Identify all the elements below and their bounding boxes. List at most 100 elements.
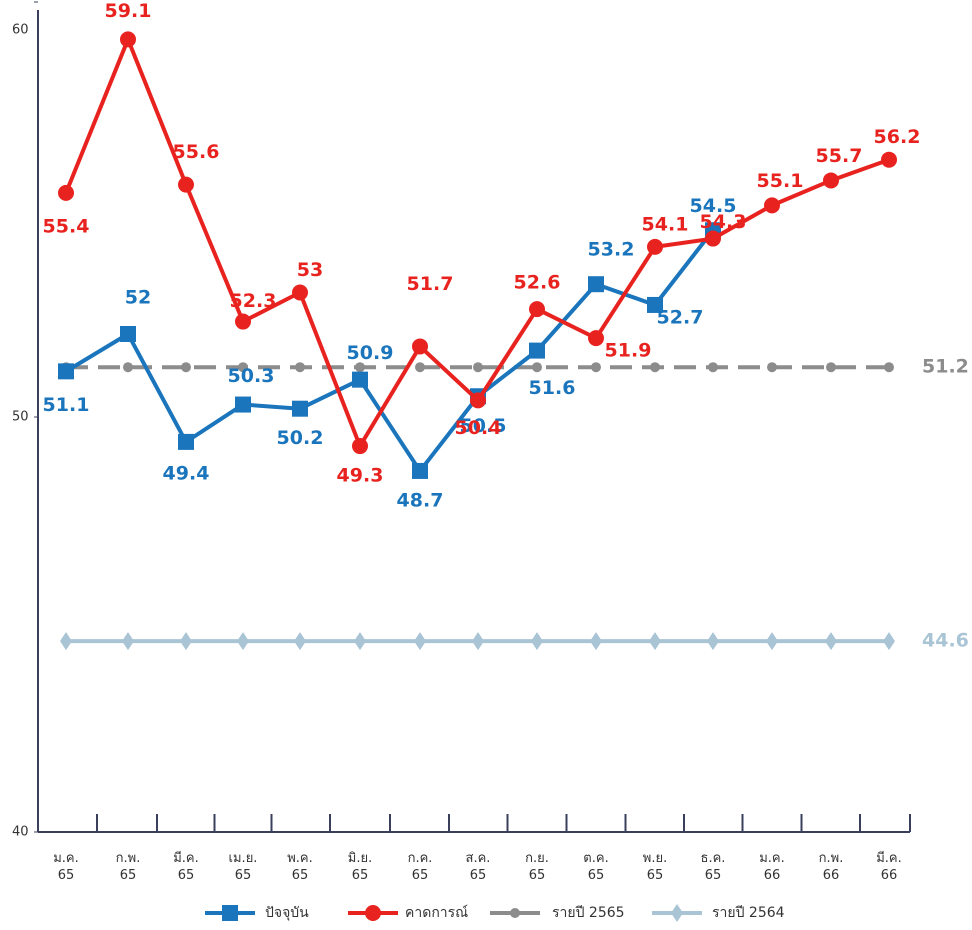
- value-label: 56.2: [874, 126, 921, 148]
- x-tick-label: พ.ย. 65: [642, 851, 668, 883]
- value-label: 54.1: [642, 213, 689, 235]
- marker: [354, 632, 366, 651]
- marker: [120, 326, 136, 342]
- marker: [529, 301, 545, 318]
- marker: [58, 363, 74, 380]
- value-label: 51.7: [407, 273, 454, 295]
- legend-label: รายปี 2565: [552, 905, 625, 921]
- x-tick-label: มี.ค. 65: [173, 851, 199, 883]
- value-label: 51.9: [605, 340, 652, 362]
- marker: [352, 438, 368, 455]
- value-label: 51.2: [922, 356, 969, 378]
- x-tick-label: ก.ค. 65: [407, 851, 433, 883]
- x-tick-label: ส.ค. 65: [465, 851, 491, 883]
- marker: [764, 197, 780, 214]
- value-label: 52.6: [514, 272, 561, 294]
- marker: [60, 632, 72, 651]
- value-label: 55.6: [173, 141, 220, 163]
- value-label: 51.6: [529, 377, 576, 399]
- y-tick-label: 60: [12, 23, 29, 38]
- x-tick-label: ต.ค. 65: [583, 851, 609, 883]
- marker: [881, 151, 897, 168]
- value-label: 53: [297, 259, 323, 281]
- value-label: 55.1: [757, 170, 804, 192]
- x-tick-label: พ.ค. 65: [287, 851, 313, 883]
- marker: [767, 362, 777, 373]
- series: 55.4 59.1 55.6 52.3 53 49.3 51.7 50.4 52.6 51.9 54…: [43, 0, 921, 487]
- marker: [825, 632, 837, 651]
- value-label: 52.3: [230, 290, 277, 312]
- x-tick-label: ธ.ค. 65: [700, 851, 726, 883]
- marker: [708, 362, 718, 373]
- marker: [415, 362, 425, 373]
- value-label: 54.5: [690, 195, 737, 217]
- marker: [180, 632, 192, 651]
- marker: [884, 362, 894, 373]
- marker: [470, 392, 486, 409]
- x-tick-label: ก.พ. 66: [818, 851, 844, 883]
- marker: [588, 330, 604, 347]
- marker: [473, 362, 483, 373]
- value-label: 49.3: [337, 465, 384, 487]
- marker: [238, 362, 248, 373]
- marker: [178, 433, 194, 450]
- marker: [237, 632, 249, 651]
- value-label: 50.5: [460, 415, 507, 437]
- x-tick-label: มิ.ย. 65: [347, 851, 373, 883]
- marker: [510, 908, 520, 918]
- value-label: 59.1: [105, 0, 152, 22]
- x-tick-label: ม.ค. 66: [759, 851, 785, 883]
- value-label: 53.2: [588, 239, 635, 261]
- legend-label: คาดการณ์: [405, 904, 468, 921]
- marker: [412, 462, 428, 479]
- series: 51.1 52 49.4 50.3 50.2 50.9 48.7 50.5 51.6 53.2 52…: [43, 195, 737, 512]
- y-tick-label: 50: [12, 410, 29, 425]
- marker: [294, 632, 306, 651]
- value-label: 50.4: [455, 417, 502, 439]
- marker: [591, 362, 601, 373]
- x-tick-label: เม.ย. 65: [228, 851, 258, 883]
- marker: [529, 342, 545, 359]
- marker: [412, 338, 428, 355]
- legend-label: ปัจจุบัน: [265, 905, 309, 921]
- value-label: 54.3: [700, 211, 747, 233]
- marker: [235, 313, 251, 330]
- x-tick-label: ม.ค. 65: [53, 851, 79, 883]
- marker: [222, 905, 238, 921]
- marker: [292, 284, 308, 301]
- marker: [883, 632, 895, 651]
- marker: [766, 632, 778, 651]
- marker: [671, 904, 683, 922]
- value-label: 50.3: [228, 365, 275, 387]
- marker: [647, 296, 663, 313]
- marker: [235, 396, 251, 413]
- marker: [181, 362, 191, 373]
- marker: [531, 632, 543, 651]
- legend-label: รายปี 2564: [712, 905, 785, 921]
- marker: [650, 362, 660, 373]
- marker: [365, 905, 381, 921]
- marker: [295, 362, 305, 373]
- marker: [414, 632, 426, 651]
- series: 44.6: [60, 630, 969, 652]
- marker: [707, 632, 719, 651]
- marker: [120, 31, 136, 48]
- series-line: [64, 229, 715, 475]
- marker: [823, 172, 839, 189]
- marker: [58, 184, 74, 201]
- value-label: 55.7: [816, 145, 863, 167]
- marker: [352, 371, 368, 388]
- value-label: 55.4: [43, 215, 90, 237]
- marker: [705, 230, 721, 247]
- marker: [532, 362, 542, 373]
- marker: [647, 238, 663, 255]
- marker: [122, 632, 134, 651]
- value-label: 50.9: [347, 342, 394, 364]
- value-label: 44.6: [922, 630, 969, 652]
- marker: [292, 400, 308, 417]
- y-tick-label: 40: [12, 825, 29, 840]
- x-tick-label: ก.พ. 65: [115, 851, 141, 883]
- value-label: 48.7: [397, 489, 444, 511]
